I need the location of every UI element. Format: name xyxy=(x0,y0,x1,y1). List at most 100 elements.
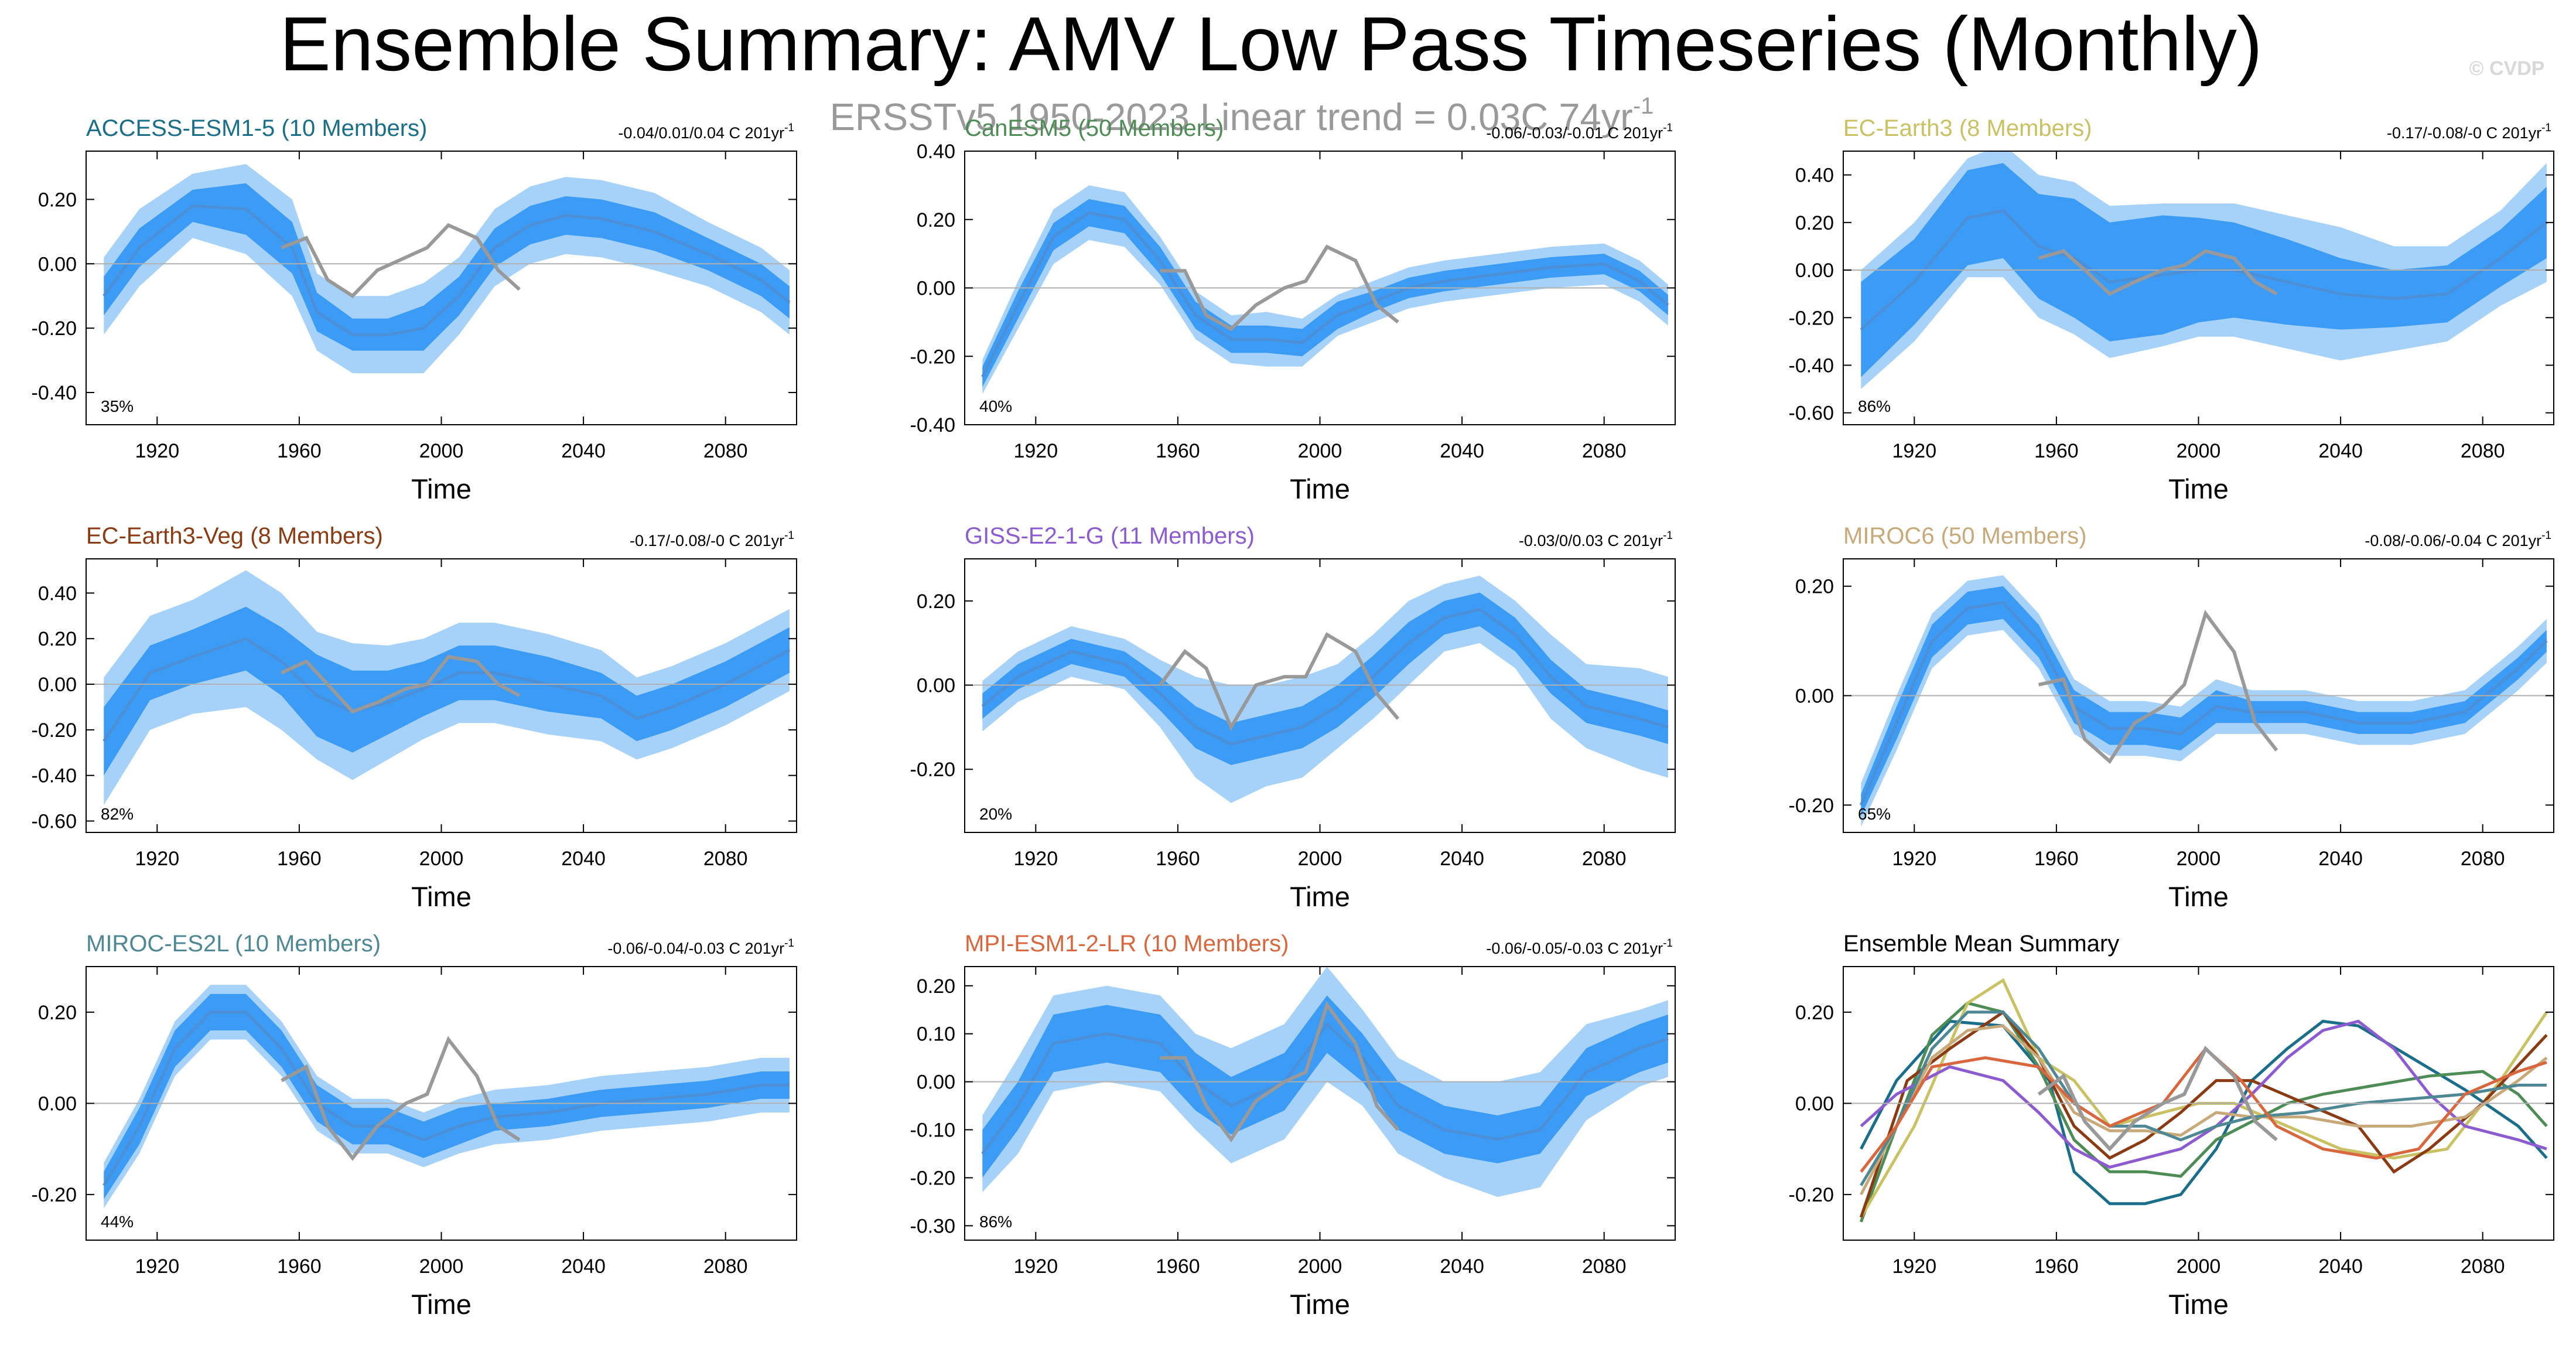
figure-subtitle: ERSSTv5 1950-2023 Linear trend = 0.03C 7… xyxy=(830,93,1654,138)
y-tick-label: 0.20 xyxy=(917,975,955,998)
x-tick-label: 1920 xyxy=(1013,440,1058,462)
y-tick-label: -0.10 xyxy=(910,1119,956,1142)
y-tick-label: -0.40 xyxy=(32,382,77,404)
x-axis-label: Time xyxy=(2168,473,2229,504)
panel-giss-e2-1-g: GISS-E2-1-G (11 Members) -0.03/0/0.03 C 2… xyxy=(910,523,1676,912)
x-tick-label: 2080 xyxy=(2461,848,2505,870)
trend-text: -0.17/-0.08/-0 C 201yr xyxy=(2387,124,2541,142)
ensemble-mean-line xyxy=(1860,601,2548,806)
observations-line xyxy=(1160,1001,1400,1143)
y-tick-label: 0.00 xyxy=(1795,685,1834,708)
y-tick-label: 0.20 xyxy=(38,628,77,650)
percent-label: 86% xyxy=(979,1213,1012,1231)
y-tick-label: -0.60 xyxy=(1789,402,1834,425)
percent-label: 82% xyxy=(101,805,134,823)
y-tick-label: -0.40 xyxy=(910,414,956,436)
panel-trend: -0.04/0.01/0.04 C 201yr-1 xyxy=(618,122,794,142)
y-tick-label: -0.20 xyxy=(1789,794,1834,817)
x-tick-label: 2040 xyxy=(2318,1255,2363,1278)
panel-title: MIROC6 (50 Members) xyxy=(1843,523,2087,549)
trend-text: -0.03/0/0.03 C 201yr xyxy=(1519,532,1663,549)
figure-title: Ensemble Summary: AMV Low Pass Timeserie… xyxy=(279,1,2262,87)
y-tick-label: 0.00 xyxy=(38,674,77,696)
x-tick-label: 2080 xyxy=(703,848,748,870)
y-tick-label: 0.20 xyxy=(1795,576,1834,598)
x-tick-label: 2040 xyxy=(561,1255,606,1278)
panel-access-esm1-5: ACCESS-ESM1-5 (10 Members) -0.04/0.01/0.0… xyxy=(32,115,797,504)
outer-spread-band xyxy=(982,185,1668,394)
series-line-miroc-es2l xyxy=(1860,1011,2547,1186)
x-tick-label: 2000 xyxy=(1298,848,1342,870)
x-axis-label: Time xyxy=(411,881,472,912)
series-line-giss-e2-1-g xyxy=(1860,1019,2547,1169)
trend-superscript: -1 xyxy=(1663,937,1673,950)
x-tick-label: 2000 xyxy=(419,440,464,462)
x-tick-label: 2000 xyxy=(2177,848,2221,870)
y-tick-label: -0.20 xyxy=(1789,307,1834,329)
ensemble-mean-line xyxy=(103,204,791,336)
x-axis-label: Time xyxy=(1290,1289,1350,1320)
x-tick-label: 2040 xyxy=(1440,1255,1484,1278)
panel-trend: -0.06/-0.04/-0.03 C 201yr-1 xyxy=(607,937,794,957)
y-tick-label: -0.40 xyxy=(32,765,77,787)
x-tick-label: 2040 xyxy=(1440,440,1484,462)
panel-title: GISS-E2-1-G (11 Members) xyxy=(965,523,1255,549)
trend-superscript: -1 xyxy=(784,937,794,950)
x-tick-label: 1920 xyxy=(1892,440,1936,462)
ensemble-mean-line xyxy=(981,607,1669,746)
plot-area xyxy=(86,164,797,374)
x-tick-label: 1960 xyxy=(1156,440,1200,462)
x-tick-label: 2040 xyxy=(561,848,606,870)
panel-trend: -0.06/-0.05/-0.03 C 201yr-1 xyxy=(1486,937,1673,957)
y-tick-label: 0.20 xyxy=(38,189,77,211)
panel-title: EC-Earth3 (8 Members) xyxy=(1843,115,2092,141)
x-tick-label: 1960 xyxy=(2034,440,2079,462)
percent-label: 65% xyxy=(1858,805,1891,823)
panel-canesm5: CanESM5 (50 Members) -0.06/-0.03/-0.01 C … xyxy=(910,115,1676,504)
plot-area xyxy=(86,985,797,1209)
panel-mpi-esm1-2-lr: MPI-ESM1-2-LR (10 Members) -0.06/-0.05/-0… xyxy=(910,931,1676,1320)
y-tick-label: -0.40 xyxy=(1789,354,1834,377)
x-tick-label: 2040 xyxy=(2318,848,2363,870)
x-tick-label: 2000 xyxy=(1298,440,1342,462)
panel-trend: -0.17/-0.08/-0 C 201yr-1 xyxy=(630,530,794,549)
observations-line xyxy=(1159,632,1400,732)
inner-spread-band xyxy=(104,606,790,776)
x-tick-label: 1960 xyxy=(1156,848,1200,870)
series-line-canesm5 xyxy=(1859,1001,2548,1223)
x-tick-label: 2040 xyxy=(2318,440,2363,462)
inner-spread-band xyxy=(104,183,790,351)
trend-text: -0.06/-0.05/-0.03 C 201yr xyxy=(1486,940,1663,957)
y-tick-label: 0.40 xyxy=(1795,165,1834,187)
panel-miroc-es2l: MIROC-ES2L (10 Members) -0.06/-0.04/-0.03… xyxy=(32,931,797,1320)
percent-label: 40% xyxy=(979,397,1012,415)
y-tick-label: 0.20 xyxy=(1795,212,1834,234)
plot-area xyxy=(965,967,1675,1197)
inner-spread-band xyxy=(104,994,790,1199)
trend-superscript: -1 xyxy=(784,530,794,542)
panel-trend: -0.06/-0.03/-0.01 C 201yr-1 xyxy=(1486,122,1673,142)
x-tick-label: 2040 xyxy=(1440,848,1484,870)
trend-superscript: -1 xyxy=(2541,530,2551,542)
plot-area xyxy=(1843,978,2554,1223)
y-tick-label: 0.20 xyxy=(1795,1002,1834,1024)
x-axis-label: Time xyxy=(2168,881,2229,912)
y-tick-label: -0.20 xyxy=(1789,1184,1834,1206)
y-tick-label: 0.20 xyxy=(38,1002,77,1024)
observations-line xyxy=(281,223,521,299)
x-tick-label: 1920 xyxy=(135,1255,179,1278)
y-tick-label: 0.10 xyxy=(917,1023,955,1046)
panel-title: Ensemble Mean Summary xyxy=(1843,931,2119,957)
y-tick-label: -0.30 xyxy=(910,1215,956,1237)
x-tick-label: 2080 xyxy=(1582,848,1627,870)
x-tick-label: 1920 xyxy=(1013,1255,1058,1278)
panel-title: EC-Earth3-Veg (8 Members) xyxy=(86,523,383,549)
panel-ec-earth3: EC-Earth3 (8 Members) -0.17/-0.08/-0 C 20… xyxy=(1789,115,2554,504)
ensemble-mean-line xyxy=(103,637,791,742)
trend-superscript: -1 xyxy=(2541,122,2551,134)
percent-label: 86% xyxy=(1858,397,1891,415)
subtitle-superscript: -1 xyxy=(1633,93,1654,119)
panel-title: MPI-ESM1-2-LR (10 Members) xyxy=(965,931,1289,957)
x-tick-label: 1920 xyxy=(1013,848,1058,870)
